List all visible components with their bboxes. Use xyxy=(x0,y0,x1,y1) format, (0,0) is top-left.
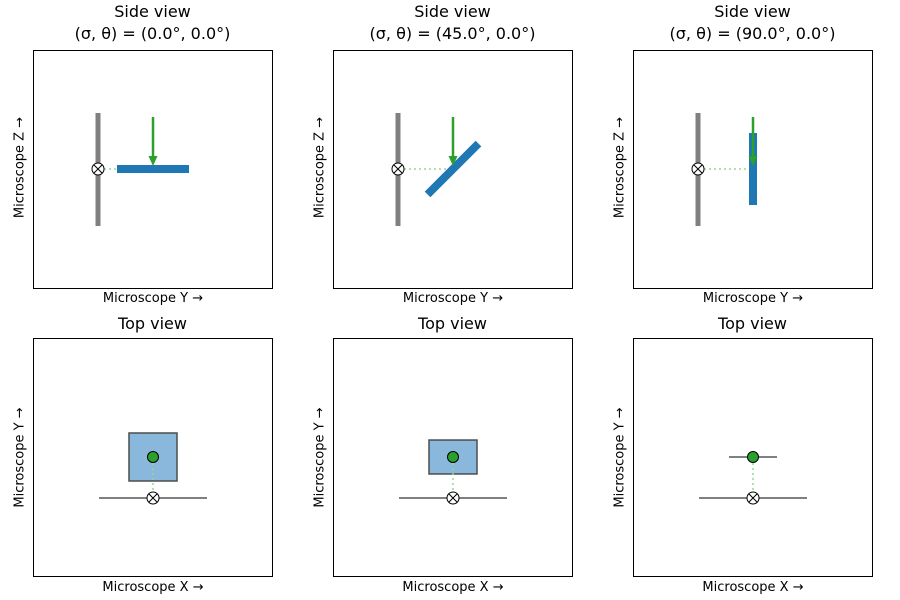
x-axis-label: Microscope Y → xyxy=(402,291,504,306)
plot-area xyxy=(333,50,573,289)
top-view-diagram xyxy=(699,451,807,505)
marker-cross xyxy=(693,164,703,174)
beam-arrow-head xyxy=(748,156,758,166)
rotation-axis-marker xyxy=(146,491,160,505)
panel-title: Top view xyxy=(718,314,787,333)
angles-prefix: (σ, θ) = xyxy=(669,24,736,43)
title-line: Side view xyxy=(714,2,791,21)
title-line: Side view xyxy=(114,2,191,21)
angles-line: (σ, θ) = (0.0°, 0.0°) xyxy=(33,23,272,45)
panel-title: Side view (σ, θ) = (0.0°, 0.0°) xyxy=(33,1,272,45)
beam-arrow-head xyxy=(148,156,158,166)
plot-area xyxy=(33,50,273,289)
y-axis-label: Microscope Y → xyxy=(312,407,328,508)
panel-title: Side view (σ, θ) = (45.0°, 0.0°) xyxy=(333,1,572,45)
angles-value: (0.0°, 0.0°) xyxy=(140,24,231,43)
angles-line: (σ, θ) = (90.0°, 0.0°) xyxy=(633,23,872,45)
rotation-axis-marker xyxy=(446,491,460,505)
x-axis-label: Microscope X → xyxy=(702,580,804,595)
angles-value: (90.0°, 0.0°) xyxy=(735,24,836,43)
rotation-axis-marker xyxy=(691,162,705,176)
y-axis-label: Microscope Z → xyxy=(312,116,328,219)
angles-prefix: (σ, θ) = xyxy=(74,24,141,43)
rotation-axis-marker xyxy=(391,162,405,176)
x-axis-label: Microscope Y → xyxy=(102,291,204,306)
beam-spot xyxy=(447,451,459,463)
plot-area xyxy=(633,338,873,577)
angles-prefix: (σ, θ) = xyxy=(369,24,436,43)
beam-arrow-head xyxy=(448,156,458,166)
y-axis-label: Microscope Y → xyxy=(12,407,28,508)
panel-title: Top view xyxy=(418,314,487,333)
top-view-diagram xyxy=(99,432,207,505)
marker-cross xyxy=(748,493,758,503)
top-view-diagram xyxy=(399,439,507,505)
panel-title: Side view (σ, θ) = (90.0°, 0.0°) xyxy=(633,1,872,45)
panel-title: Top view xyxy=(118,314,187,333)
side-view-diagram xyxy=(91,113,189,226)
marker-cross xyxy=(393,164,403,174)
marker-cross xyxy=(148,493,158,503)
x-axis-label: Microscope X → xyxy=(102,580,204,595)
rotation-axis-marker xyxy=(746,491,760,505)
plot-area xyxy=(633,50,873,289)
marker-cross xyxy=(93,164,103,174)
y-axis-label: Microscope Z → xyxy=(612,116,628,219)
marker-cross xyxy=(448,493,458,503)
y-axis-label: Microscope Y → xyxy=(612,407,628,508)
beam-spot xyxy=(747,451,759,463)
plot-area xyxy=(33,338,273,577)
sample-bar xyxy=(424,140,482,198)
plot-area xyxy=(333,338,573,577)
angles-value: (45.0°, 0.0°) xyxy=(435,24,536,43)
x-axis-label: Microscope Y → xyxy=(702,291,804,306)
rotation-axis-marker xyxy=(91,162,105,176)
beam-spot xyxy=(147,451,159,463)
side-view-diagram xyxy=(691,113,758,226)
y-axis-label: Microscope Z → xyxy=(12,116,28,219)
angles-line: (σ, θ) = (45.0°, 0.0°) xyxy=(333,23,572,45)
title-line: Side view xyxy=(414,2,491,21)
side-view-diagram xyxy=(391,113,482,226)
x-axis-label: Microscope X → xyxy=(402,580,504,595)
